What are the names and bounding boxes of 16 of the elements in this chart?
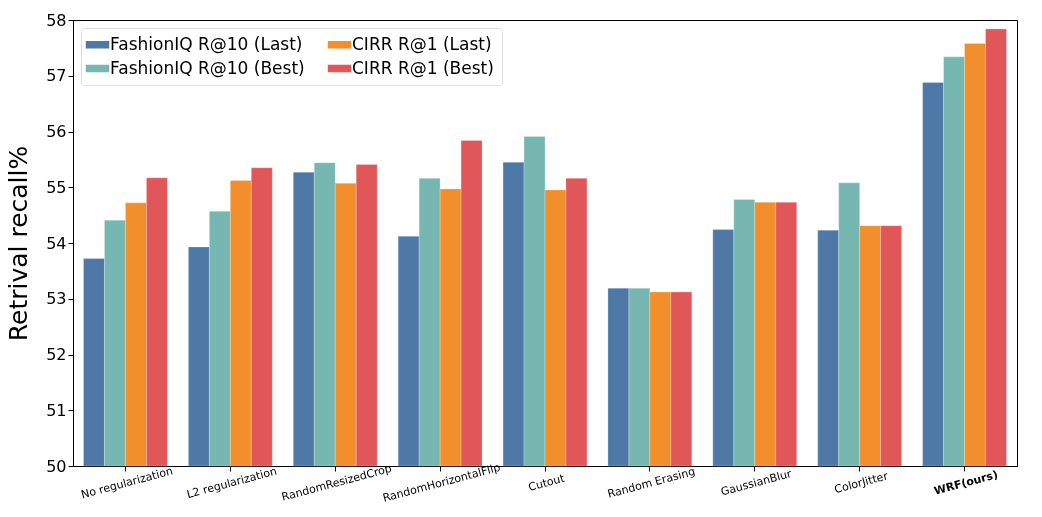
- y-tick-label: 52: [46, 345, 67, 364]
- x-tick-label: Cutout: [526, 471, 567, 494]
- x-tick-label: Random Erasing: [606, 464, 697, 501]
- legend-label: CIRR R@1 (Last): [352, 33, 492, 54]
- y-tick-label: 57: [46, 66, 67, 86]
- legend-label: CIRR R@1 (Best): [352, 57, 494, 78]
- y-tick-label: 50: [46, 456, 67, 476]
- legend-label: FashionIQ R@10 (Best): [110, 57, 305, 78]
- y-tick-label: 51: [46, 400, 67, 420]
- y-tick-label: 53: [46, 289, 67, 309]
- y-tick-label: 56: [46, 122, 67, 141]
- y-tick-label: 54: [46, 233, 67, 253]
- y-tick-label: 55: [46, 177, 67, 197]
- y-tick-label: 58: [46, 10, 67, 30]
- y-axis-title: Retrival recall%: [4, 145, 34, 342]
- legend-label: FashionIQ R@10 (Last): [110, 33, 303, 54]
